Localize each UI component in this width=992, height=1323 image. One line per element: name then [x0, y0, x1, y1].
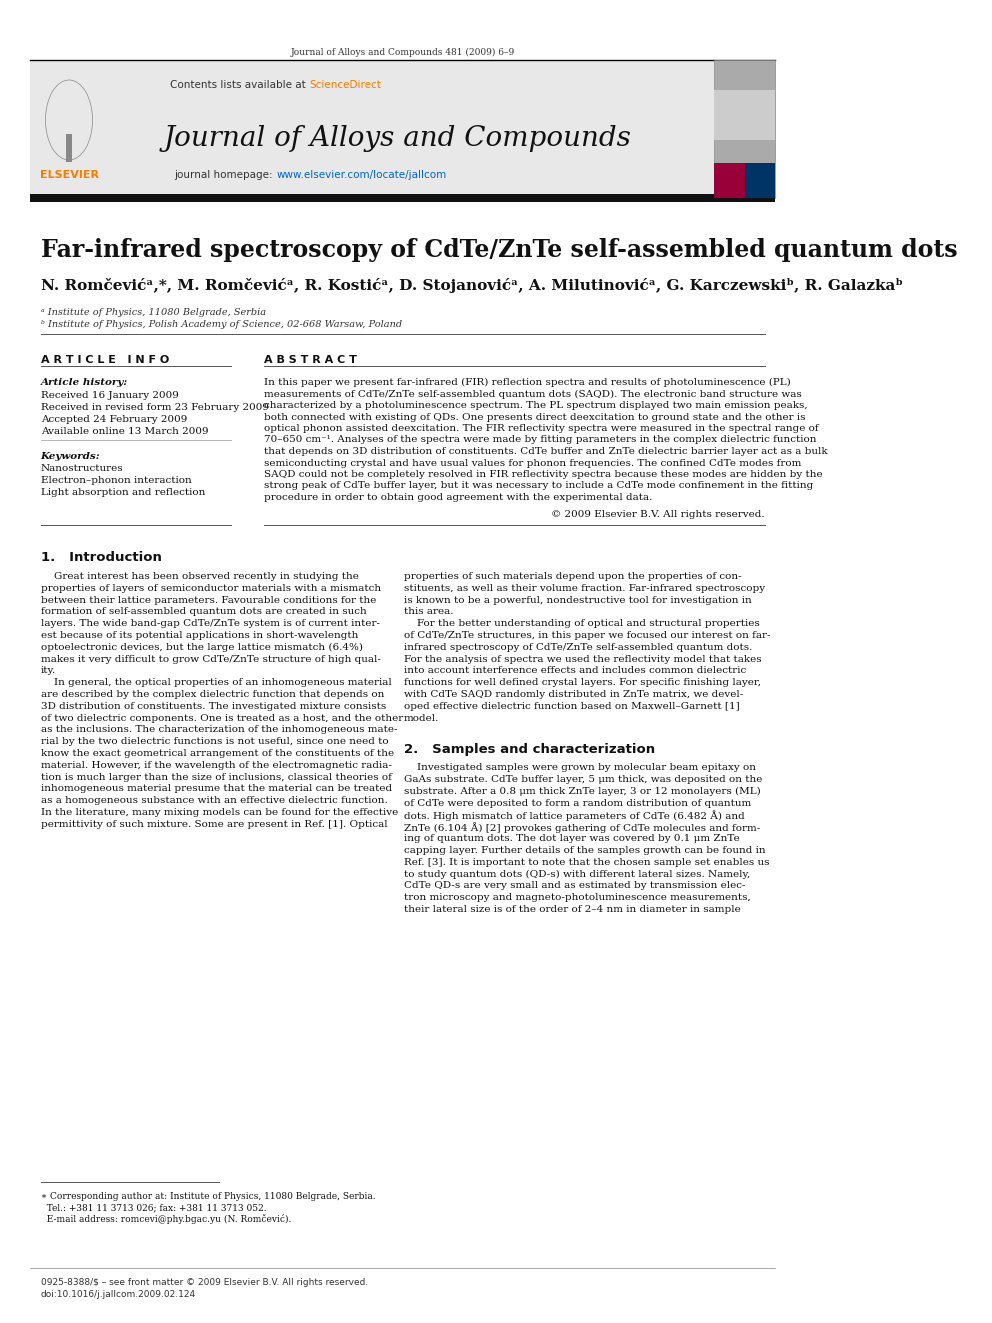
- Text: functions for well defined crystal layers. For specific finishing layer,: functions for well defined crystal layer…: [404, 679, 761, 687]
- Text: doi:10.1016/j.jallcom.2009.02.124: doi:10.1016/j.jallcom.2009.02.124: [41, 1290, 195, 1299]
- Text: ∗ Corresponding author at: Institute of Physics, 11080 Belgrade, Serbia.: ∗ Corresponding author at: Institute of …: [41, 1192, 375, 1201]
- Text: of two dielectric components. One is treated as a host, and the other: of two dielectric components. One is tre…: [41, 713, 403, 722]
- Text: Accepted 24 February 2009: Accepted 24 February 2009: [41, 415, 186, 423]
- Text: www.elsevier.com/locate/jallcom: www.elsevier.com/locate/jallcom: [277, 169, 447, 180]
- Text: optical phonon assisted deexcitation. The FIR reflectivity spectra were measured: optical phonon assisted deexcitation. Th…: [264, 423, 818, 433]
- Text: layers. The wide band-gap CdTe/ZnTe system is of current inter-: layers. The wide band-gap CdTe/ZnTe syst…: [41, 619, 380, 628]
- Text: of CdTe were deposited to form a random distribution of quantum: of CdTe were deposited to form a random …: [404, 799, 751, 808]
- Text: CdTe QD-s are very small and as estimated by transmission elec-: CdTe QD-s are very small and as estimate…: [404, 881, 745, 890]
- Text: GaAs substrate. CdTe buffer layer, 5 μm thick, was deposited on the: GaAs substrate. CdTe buffer layer, 5 μm …: [404, 775, 762, 785]
- Text: In the literature, many mixing models can be found for the effective: In the literature, many mixing models ca…: [41, 808, 398, 818]
- Text: For the better understanding of optical and structural properties: For the better understanding of optical …: [404, 619, 759, 628]
- Text: Received in revised form 23 February 2009: Received in revised form 23 February 200…: [41, 404, 269, 411]
- Bar: [714, 163, 745, 198]
- Text: properties of layers of semiconductor materials with a mismatch: properties of layers of semiconductor ma…: [41, 583, 381, 593]
- Bar: [745, 163, 776, 198]
- Text: Received 16 January 2009: Received 16 January 2009: [41, 392, 179, 400]
- Text: characterized by a photoluminescence spectrum. The PL spectrum displayed two mai: characterized by a photoluminescence spe…: [264, 401, 807, 410]
- Text: into account interference effects and includes common dielectric: into account interference effects and in…: [404, 667, 746, 676]
- Text: 3D distribution of constituents. The investigated mixture consists: 3D distribution of constituents. The inv…: [41, 701, 386, 710]
- Text: 1.   Introduction: 1. Introduction: [41, 550, 162, 564]
- Text: Journal of Alloys and Compounds 481 (2009) 6–9: Journal of Alloys and Compounds 481 (200…: [291, 48, 515, 57]
- Text: © 2009 Elsevier B.V. All rights reserved.: © 2009 Elsevier B.V. All rights reserved…: [552, 509, 765, 519]
- Text: tion is much larger than the size of inclusions, classical theories of: tion is much larger than the size of inc…: [41, 773, 392, 782]
- Text: substrate. After a 0.8 μm thick ZnTe layer, 3 or 12 monolayers (ML): substrate. After a 0.8 μm thick ZnTe lay…: [404, 787, 760, 796]
- Text: ᵇ Institute of Physics, Polish Academy of Science, 02-668 Warsaw, Poland: ᵇ Institute of Physics, Polish Academy o…: [41, 320, 402, 329]
- Text: semiconducting crystal and have usual values for phonon frequencies. The confine: semiconducting crystal and have usual va…: [264, 459, 802, 467]
- Text: For the analysis of spectra we used the reflectivity model that takes: For the analysis of spectra we used the …: [404, 655, 761, 664]
- Text: infrared spectroscopy of CdTe/ZnTe self-assembled quantum dots.: infrared spectroscopy of CdTe/ZnTe self-…: [404, 643, 752, 652]
- Text: strong peak of CdTe buffer layer, but it was necessary to include a CdTe mode co: strong peak of CdTe buffer layer, but it…: [264, 482, 813, 491]
- Text: 70–650 cm⁻¹. Analyses of the spectra were made by fitting parameters in the comp: 70–650 cm⁻¹. Analyses of the spectra wer…: [264, 435, 816, 445]
- Text: their lateral size is of the order of 2–4 nm in diameter in sample: their lateral size is of the order of 2–…: [404, 905, 740, 914]
- Text: Nanostructures: Nanostructures: [41, 464, 123, 474]
- Bar: [714, 60, 776, 198]
- Text: know the exact geometrical arrangement of the constituents of the: know the exact geometrical arrangement o…: [41, 749, 394, 758]
- Text: with CdTe SAQD randomly distributed in ZnTe matrix, we devel-: with CdTe SAQD randomly distributed in Z…: [404, 691, 743, 699]
- Text: N. Romčevićᵃ,*, M. Romčevićᵃ, R. Kostićᵃ, D. Stojanovićᵃ, A. Milutinovićᵃ, G. Ka: N. Romčevićᵃ,*, M. Romčevićᵃ, R. Kostićᵃ…: [41, 278, 903, 292]
- Text: ELSEVIER: ELSEVIER: [40, 169, 98, 180]
- Text: E-mail address: romcevi@phy.bgac.yu (N. Romčević).: E-mail address: romcevi@phy.bgac.yu (N. …: [41, 1215, 291, 1224]
- Text: rial by the two dielectric functions is not useful, since one need to: rial by the two dielectric functions is …: [41, 737, 388, 746]
- Text: Tel.: +381 11 3713 026; fax: +381 11 3713 052.: Tel.: +381 11 3713 026; fax: +381 11 371…: [41, 1203, 266, 1212]
- Text: as the inclusions. The characterization of the inhomogeneous mate-: as the inclusions. The characterization …: [41, 725, 397, 734]
- Text: ity.: ity.: [41, 667, 56, 676]
- Text: capping layer. Further details of the samples growth can be found in: capping layer. Further details of the sa…: [404, 845, 765, 855]
- Text: Great interest has been observed recently in studying the: Great interest has been observed recentl…: [41, 572, 358, 581]
- Text: A B S T R A C T: A B S T R A C T: [264, 355, 357, 365]
- Text: measurements of CdTe/ZnTe self-assembled quantum dots (SAQD). The electronic ban: measurements of CdTe/ZnTe self-assembled…: [264, 389, 802, 398]
- Text: Available online 13 March 2009: Available online 13 March 2009: [41, 427, 208, 437]
- Text: permittivity of such mixture. Some are present in Ref. [1]. Optical: permittivity of such mixture. Some are p…: [41, 820, 387, 828]
- Text: ZnTe (6.104 Å) [2] provokes gathering of CdTe molecules and form-: ZnTe (6.104 Å) [2] provokes gathering of…: [404, 823, 760, 833]
- Text: to study quantum dots (QD-s) with different lateral sizes. Namely,: to study quantum dots (QD-s) with differ…: [404, 869, 750, 878]
- Text: between their lattice parameters. Favourable conditions for the: between their lattice parameters. Favour…: [41, 595, 376, 605]
- Bar: [714, 90, 776, 140]
- Text: Keywords:: Keywords:: [41, 452, 100, 460]
- Text: Contents lists available at: Contents lists available at: [170, 79, 309, 90]
- Text: model.: model.: [404, 713, 438, 722]
- Text: procedure in order to obtain good agreement with the experimental data.: procedure in order to obtain good agreem…: [264, 493, 653, 501]
- Bar: [65, 134, 72, 161]
- Text: are described by the complex dielectric function that depends on: are described by the complex dielectric …: [41, 691, 384, 699]
- Text: Ref. [3]. It is important to note that the chosen sample set enables us: Ref. [3]. It is important to note that t…: [404, 857, 769, 867]
- Text: In this paper we present far-infrared (FIR) reflection spectra and results of ph: In this paper we present far-infrared (F…: [264, 378, 791, 388]
- Text: ScienceDirect: ScienceDirect: [310, 79, 381, 90]
- Text: oped effective dielectric function based on Maxwell–Garnett [1]: oped effective dielectric function based…: [404, 701, 739, 710]
- Text: that depends on 3D distribution of constituents. CdTe buffer and ZnTe dielectric: that depends on 3D distribution of const…: [264, 447, 827, 456]
- Text: formation of self-assembled quantum dots are created in such: formation of self-assembled quantum dots…: [41, 607, 366, 617]
- Text: is known to be a powerful, nondestructive tool for investigation in: is known to be a powerful, nondestructiv…: [404, 595, 751, 605]
- Text: material. However, if the wavelength of the electromagnetic radia-: material. However, if the wavelength of …: [41, 761, 392, 770]
- Text: journal homepage:: journal homepage:: [175, 169, 276, 180]
- Text: stituents, as well as their volume fraction. Far-infrared spectroscopy: stituents, as well as their volume fract…: [404, 583, 765, 593]
- Text: this area.: this area.: [404, 607, 453, 617]
- Text: Electron–phonon interaction: Electron–phonon interaction: [41, 476, 191, 486]
- Text: Article history:: Article history:: [41, 378, 128, 388]
- Text: SAQD could not be completely resolved in FIR reflectivity spectra because these : SAQD could not be completely resolved in…: [264, 470, 822, 479]
- Text: Investigated samples were grown by molecular beam epitaxy on: Investigated samples were grown by molec…: [404, 763, 756, 773]
- Text: properties of such materials depend upon the properties of con-: properties of such materials depend upon…: [404, 572, 741, 581]
- Text: Journal of Alloys and Compounds: Journal of Alloys and Compounds: [164, 124, 632, 152]
- Text: ing of quantum dots. The dot layer was covered by 0.1 μm ZnTe: ing of quantum dots. The dot layer was c…: [404, 835, 739, 843]
- Text: inhomogeneous material presume that the material can be treated: inhomogeneous material presume that the …: [41, 785, 392, 794]
- Bar: [30, 60, 714, 198]
- Text: Far-infrared spectroscopy of CdTe/ZnTe self-assembled quantum dots: Far-infrared spectroscopy of CdTe/ZnTe s…: [41, 238, 957, 262]
- Text: dots. High mismatch of lattice parameters of CdTe (6.482 Å) and: dots. High mismatch of lattice parameter…: [404, 811, 744, 822]
- Bar: [30, 194, 776, 202]
- Text: A R T I C L E   I N F O: A R T I C L E I N F O: [41, 355, 169, 365]
- Text: as a homogeneous substance with an effective dielectric function.: as a homogeneous substance with an effec…: [41, 796, 387, 806]
- Text: makes it very difficult to grow CdTe/ZnTe structure of high qual-: makes it very difficult to grow CdTe/ZnT…: [41, 655, 381, 664]
- Text: optoelectronic devices, but the large lattice mismatch (6.4%): optoelectronic devices, but the large la…: [41, 643, 363, 652]
- Text: of CdTe/ZnTe structures, in this paper we focused our interest on far-: of CdTe/ZnTe structures, in this paper w…: [404, 631, 770, 640]
- Text: Light absorption and reflection: Light absorption and reflection: [41, 488, 205, 497]
- Text: both connected with existing of QDs. One presents direct deexcitation to ground : both connected with existing of QDs. One…: [264, 413, 806, 422]
- Text: tron microscopy and magneto-photoluminescence measurements,: tron microscopy and magneto-photolumines…: [404, 893, 750, 902]
- Text: 0925-8388/$ – see front matter © 2009 Elsevier B.V. All rights reserved.: 0925-8388/$ – see front matter © 2009 El…: [41, 1278, 368, 1287]
- Text: 2.   Samples and characterization: 2. Samples and characterization: [404, 744, 655, 757]
- Text: In general, the optical properties of an inhomogeneous material: In general, the optical properties of an…: [41, 679, 392, 687]
- Text: ᵃ Institute of Physics, 11080 Belgrade, Serbia: ᵃ Institute of Physics, 11080 Belgrade, …: [41, 308, 266, 318]
- Text: est because of its potential applications in short-wavelength: est because of its potential application…: [41, 631, 358, 640]
